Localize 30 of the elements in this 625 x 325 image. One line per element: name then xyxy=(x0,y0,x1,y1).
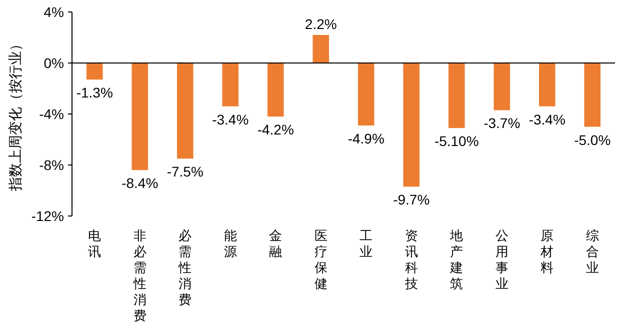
x-tick-label: 工业 xyxy=(360,228,373,259)
x-tick-label: 电讯 xyxy=(88,228,102,259)
y-tick-label: -4% xyxy=(39,106,64,122)
data-label: -5.10% xyxy=(434,133,479,150)
data-label: 2.2% xyxy=(304,16,337,32)
data-label: -3.4% xyxy=(212,111,249,128)
data-label: -4.9% xyxy=(348,130,384,146)
x-tick-label: 地产建筑 xyxy=(449,228,464,291)
data-label: -3.4% xyxy=(528,111,566,128)
data-label: -3.7% xyxy=(484,115,520,132)
y-tick-label: -12% xyxy=(31,208,64,224)
y-tick-label: 0% xyxy=(44,55,64,71)
data-label: -5.0% xyxy=(574,132,611,148)
x-tick-label: 综合业 xyxy=(586,228,599,275)
x-tick-label: 资讯科技 xyxy=(404,228,418,291)
x-tick-label: 原材料 xyxy=(540,228,554,275)
data-label: -7.5% xyxy=(166,164,204,180)
y-tick-label: -8% xyxy=(39,157,64,173)
data-label: -8.4% xyxy=(122,175,158,192)
y-axis-title: 指数上周变化（按行业） xyxy=(7,37,23,192)
y-tick-label: 4% xyxy=(44,4,64,20)
x-tick-label: 公用事业 xyxy=(495,228,508,291)
x-tick-label: 非必需性消费 xyxy=(132,228,146,323)
x-tick-label: 必需性消费 xyxy=(178,228,192,307)
data-label: -1.3% xyxy=(76,84,113,101)
x-tick-label: 金融 xyxy=(269,228,282,259)
x-tick-label: 医疗保健 xyxy=(314,228,328,291)
data-label: -4.2% xyxy=(257,122,294,138)
x-tick-label: 能源 xyxy=(224,228,237,259)
data-label: -9.7% xyxy=(393,192,430,208)
